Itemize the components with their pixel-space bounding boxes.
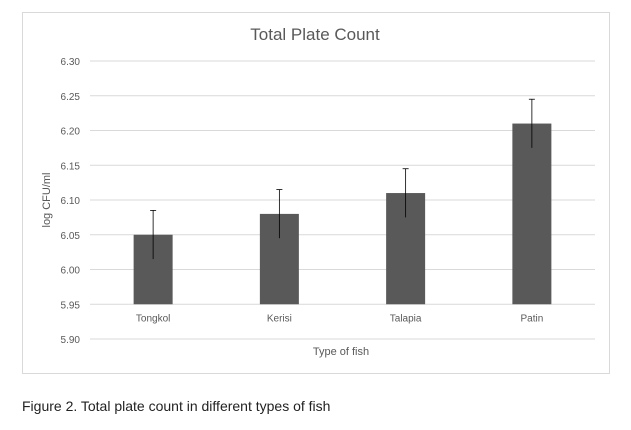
bars bbox=[133, 123, 552, 305]
y-tick-label: 6.00 bbox=[61, 266, 81, 277]
chart-title: Total Plate Count bbox=[250, 25, 380, 44]
error-bars bbox=[150, 98, 535, 260]
x-tick-label: Tongkol bbox=[136, 313, 170, 324]
figure-caption: Figure 2. Total plate count in different… bbox=[22, 398, 331, 414]
bar-chart: Total Plate Count 5.90 5.95 6.00 6.05 6.10 6.… bbox=[41, 25, 595, 358]
y-tick-label: 6.10 bbox=[61, 196, 81, 207]
x-tick-label: Talapia bbox=[390, 313, 422, 324]
y-tick-label: 5.95 bbox=[61, 300, 81, 311]
chart-frame bbox=[22, 12, 610, 374]
y-axis-ticks: 5.90 5.95 6.00 6.05 6.10 6.15 6.20 6.25 6.30 bbox=[61, 57, 81, 346]
x-axis-ticks: Tongkol Kerisi Talapia Patin bbox=[136, 313, 543, 324]
y-tick-label: 6.20 bbox=[61, 127, 81, 138]
y-tick-label: 6.25 bbox=[61, 92, 81, 103]
y-tick-label: 6.15 bbox=[61, 161, 81, 172]
x-tick-label: Kerisi bbox=[267, 313, 292, 324]
bar-patin bbox=[512, 123, 552, 305]
gridlines bbox=[90, 60, 595, 340]
y-axis-label: log CFU/ml bbox=[41, 172, 53, 227]
y-tick-label: 5.90 bbox=[61, 335, 81, 346]
y-tick-label: 6.05 bbox=[61, 231, 81, 242]
y-tick-label: 6.30 bbox=[61, 57, 81, 68]
x-axis-label: Type of fish bbox=[313, 346, 369, 358]
x-tick-label: Patin bbox=[520, 313, 543, 324]
